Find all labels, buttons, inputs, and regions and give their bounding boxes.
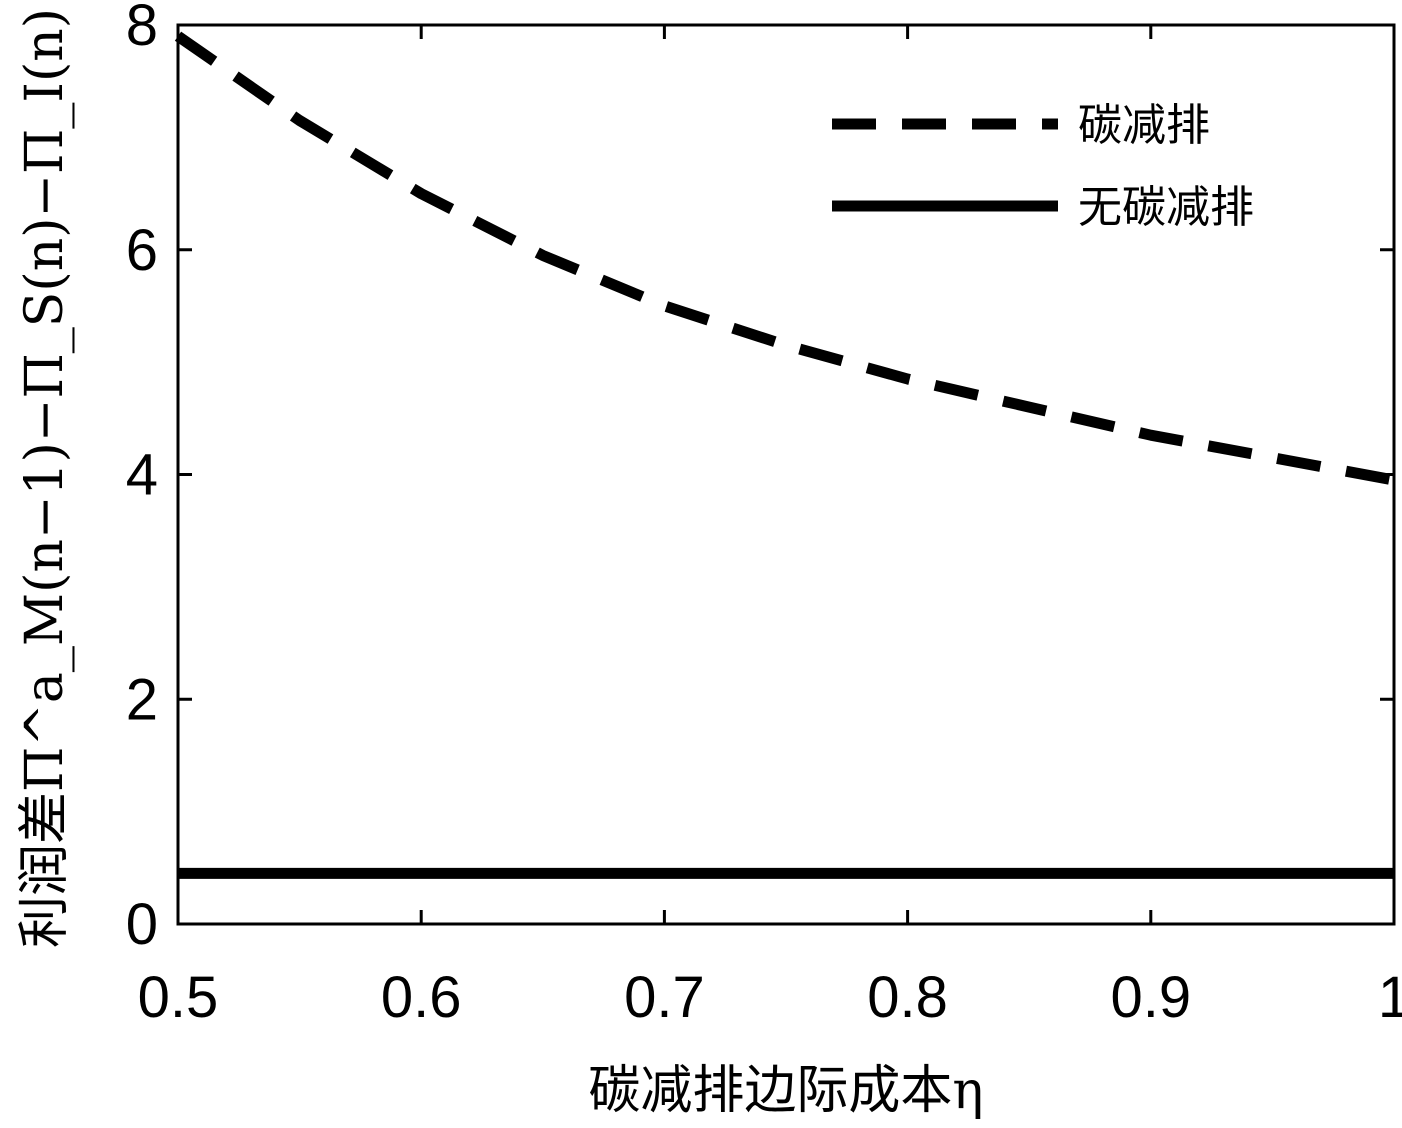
y-tick-label-2: 4 [126, 443, 158, 508]
legend-label-solid: 无碳减排 [1078, 182, 1254, 233]
x-tick-label-1: 0.6 [381, 965, 462, 1030]
y-tick-label-4: 8 [126, 0, 158, 58]
series-line-dashed [174, 31, 1396, 486]
y-tick-labels: 0 2 4 6 8 [126, 0, 158, 957]
y-tick-label-0: 0 [126, 892, 158, 957]
legend: 碳减排 无碳减排 [832, 100, 1254, 233]
x-axis-title: 碳减排边际成本η [588, 1061, 983, 1121]
y-axis-title: 利润差Π^a_M(n−1)−Π_S(n)−Π_I(n) [15, 8, 75, 948]
x-tick-label-0: 0.5 [138, 965, 219, 1030]
plot-series [174, 31, 1396, 879]
y-tick-label-3: 6 [126, 218, 158, 283]
x-tick-labels: 0.5 0.6 0.7 0.8 0.9 1 [138, 965, 1402, 1030]
legend-label-dashed: 碳减排 [1078, 100, 1210, 151]
x-tick-label-2: 0.7 [624, 965, 705, 1030]
x-tick-label-4: 0.9 [1110, 965, 1191, 1030]
y-tick-label-1: 2 [126, 667, 158, 732]
x-tick-label-5: 1 [1378, 965, 1402, 1030]
x-tick-label-3: 0.8 [867, 965, 948, 1030]
